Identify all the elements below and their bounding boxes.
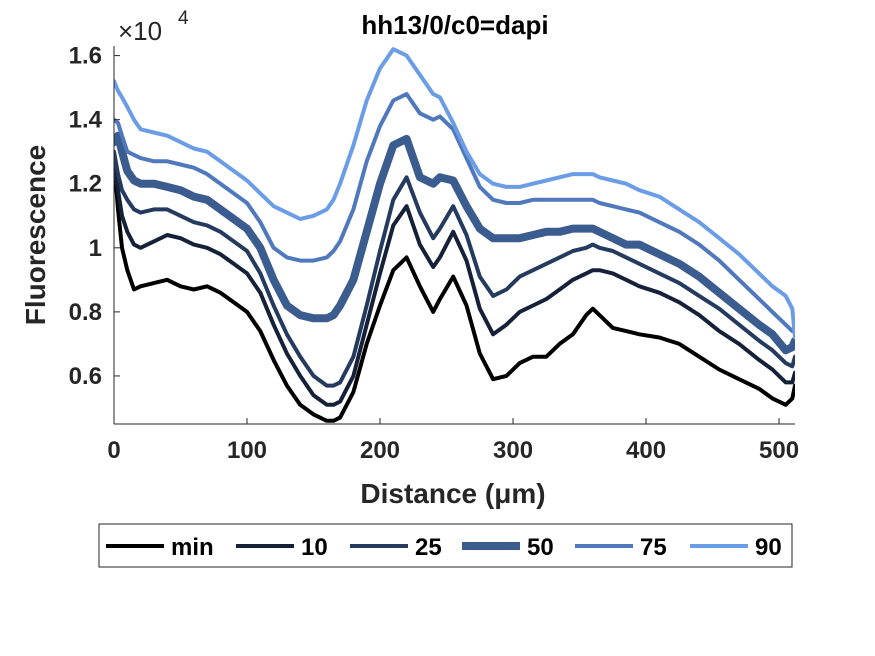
legend-item-25: 25 xyxy=(350,534,442,561)
series-line-50 xyxy=(114,131,795,355)
x-tick-label: 400 xyxy=(626,437,666,464)
series-line-min xyxy=(114,156,795,423)
legend-item-50: 50 xyxy=(462,534,554,561)
chart-title: hh13/0/c0=dapi xyxy=(361,10,548,40)
y-tick-label: 1.6 xyxy=(69,43,102,70)
x-tick-label: 100 xyxy=(227,437,267,464)
x-tick-label: 300 xyxy=(493,437,533,464)
y-tick-label: 1.4 xyxy=(69,107,103,134)
x-tick-label: 500 xyxy=(759,437,799,464)
exponent-power: 4 xyxy=(178,8,189,29)
legend-label: 25 xyxy=(415,534,442,561)
series-line-90 xyxy=(114,47,795,340)
axes xyxy=(113,46,795,425)
legend-label: 75 xyxy=(640,534,667,561)
y-axis-label: Fluorescence xyxy=(20,145,51,326)
y-axis-ticks: 0.6 0.8 1 1.2 1.4 1.6 xyxy=(69,43,120,390)
x-axis-ticks: 0 100 200 300 400 500 xyxy=(107,418,799,464)
x-axis-label: Distance (μm) xyxy=(360,478,545,509)
y-tick-label: 0.6 xyxy=(69,363,102,390)
x-tick-label: 200 xyxy=(360,437,400,464)
legend-label: 50 xyxy=(527,534,554,561)
exponent-base: ×10 xyxy=(118,16,162,46)
legend-label: min xyxy=(171,534,214,561)
y-tick-label: 0.8 xyxy=(69,299,102,326)
series-line-10 xyxy=(114,159,795,407)
legend-item-min: min xyxy=(106,534,214,561)
legend-item-75: 75 xyxy=(575,534,667,561)
y-tick-label: 1.2 xyxy=(69,171,102,198)
y-tick-label: 1 xyxy=(89,235,102,262)
series-line-75 xyxy=(114,92,795,334)
legend-item-90: 90 xyxy=(690,534,782,561)
legend-label: 10 xyxy=(301,534,328,561)
series-lines xyxy=(114,47,795,423)
x-tick-label: 0 xyxy=(107,437,120,464)
series-line-25 xyxy=(114,149,795,388)
legend-label: 90 xyxy=(755,534,782,561)
legend: min 10 25 50 75 90 xyxy=(98,523,793,568)
y-axis-exponent-label: ×10 4 xyxy=(118,8,189,46)
legend-box xyxy=(98,523,793,568)
legend-item-10: 10 xyxy=(236,534,328,561)
